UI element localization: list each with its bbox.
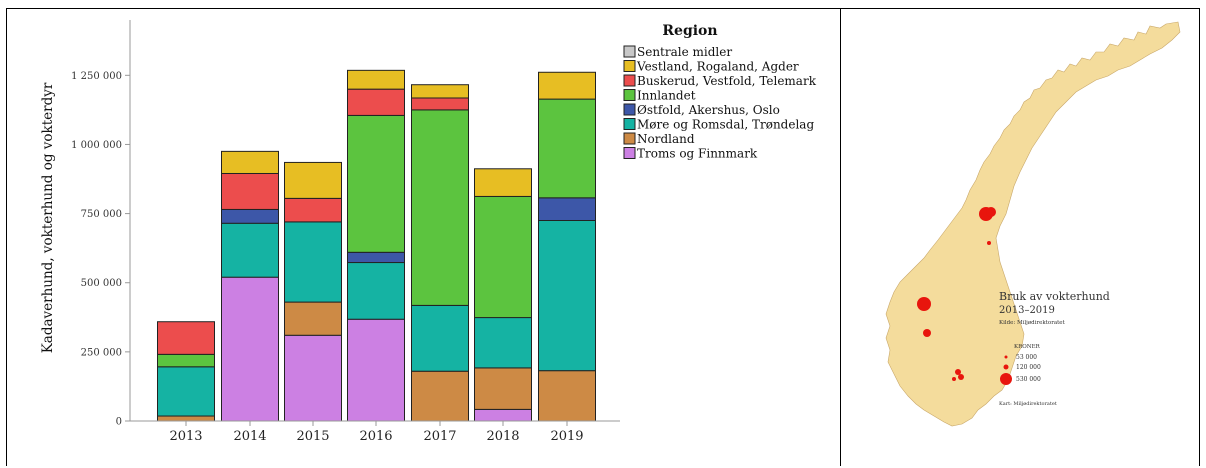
bar-segment: [538, 98, 596, 199]
legend-label: Buskerud, Vestfold, Telemark: [637, 74, 817, 88]
bar-segment: [157, 415, 215, 422]
x-tick-label: 2019: [550, 429, 583, 444]
legend-label: Møre og Romsdal, Trøndelag: [637, 118, 814, 132]
map-legend-dot-small: [1004, 355, 1008, 359]
x-tick-label: 2015: [296, 429, 329, 444]
legend-label: Vestland, Rogaland, Agder: [636, 60, 799, 74]
map-footer: Kart: Miljødirektoratet: [999, 401, 1057, 407]
map-legend-label-medium: 120 000: [1016, 364, 1041, 371]
legend-swatch: [623, 45, 636, 58]
map-dot-large-west: [917, 297, 931, 311]
bar-segment: [474, 168, 532, 197]
bar-segment: [474, 408, 532, 422]
bar-segment: [284, 301, 342, 336]
norway-map: Bruk av vokterhund 2013–2019 Kilde: Milj…: [885, 21, 1181, 427]
bar-segment: [157, 366, 215, 417]
map-dot-north-3: [987, 241, 991, 245]
y-tick-label: 500 000: [81, 278, 122, 289]
map-legend-label-large: 530 000: [1016, 376, 1041, 383]
map-legend-dot-large: [1000, 373, 1012, 385]
bar-segment: [347, 114, 405, 253]
bar-segment: [157, 353, 215, 368]
y-tick-label: 1 250 000: [71, 71, 122, 82]
legend-swatch: [623, 132, 636, 145]
map-dot-medium-west: [923, 329, 931, 337]
y-tick-label: 250 000: [81, 347, 122, 358]
bar-segment: [284, 221, 342, 303]
bar-segment: [538, 71, 596, 100]
bar-segment: [411, 304, 469, 372]
y-tick-label: 0: [116, 417, 122, 428]
map-legend-label-small: 53 000: [1016, 354, 1037, 361]
bar-segment: [284, 161, 342, 199]
bar-segment: [347, 251, 405, 264]
bar-segment: [411, 97, 469, 111]
figure-frame: [6, 8, 1200, 466]
legend-swatch: [623, 147, 636, 159]
bar-segment: [411, 109, 469, 306]
legend-swatch: [623, 74, 636, 87]
legend-swatch: [623, 118, 636, 130]
bar-segment: [411, 84, 469, 99]
y-axis-label: Kadaverhund, vokterhund og vokterdyr: [40, 82, 56, 353]
map-title-line1: Bruk av vokterhund: [999, 290, 1110, 303]
bar-segment: [221, 150, 279, 174]
bar-segment: [347, 318, 405, 422]
map-title-line2: 2013–2019: [999, 305, 1055, 316]
bar-segment: [157, 321, 215, 355]
bar-segment: [474, 317, 532, 369]
bar-segment: [347, 262, 405, 320]
bar-segment: [221, 276, 279, 422]
legend-label: Troms og Finnmark: [637, 147, 758, 161]
bar-segment: [474, 195, 532, 319]
map-dot-south-3: [952, 377, 956, 381]
legend-label: Østfold, Akershus, Oslo: [637, 103, 780, 117]
bar-segment: [221, 172, 279, 210]
legend-swatch: [623, 103, 636, 116]
bar-segment: [221, 208, 279, 224]
axis-layer: 0 250 000 500 000 750 000 1 000 000 1 250 000…: [71, 20, 620, 444]
bar-segment: [411, 370, 469, 422]
y-tick-label: 1 000 000: [71, 140, 122, 151]
bar-segment: [221, 222, 279, 278]
map-legend-dot-medium: [1003, 364, 1009, 370]
map-dot-south-1: [955, 369, 961, 375]
bars-layer: [157, 69, 596, 422]
bar-segment: [347, 88, 405, 116]
panel-divider: [840, 8, 841, 466]
x-tick-label: 2016: [359, 429, 392, 444]
bar-segment: [538, 220, 596, 372]
legend-title: Region: [662, 23, 717, 39]
map-dot-north-2: [986, 207, 996, 217]
y-tick-label: 750 000: [81, 209, 122, 220]
bar-segment: [347, 69, 405, 90]
norway-landmass: [885, 21, 1181, 427]
legend-swatch: [623, 89, 636, 101]
x-tick-label: 2014: [233, 429, 266, 444]
legend-label: Nordland: [637, 132, 695, 146]
bar-segment: [284, 334, 342, 422]
map-source: Kilde: Miljødirektoratet: [999, 320, 1066, 326]
bar-segment: [538, 370, 596, 422]
x-tick-label: 2017: [423, 429, 456, 444]
bar-segment: [538, 197, 596, 221]
bar-segment: [284, 197, 342, 223]
legend-label: Innlandet: [637, 89, 696, 103]
bar-segment: [474, 367, 532, 410]
x-tick-label: 2013: [169, 429, 202, 444]
legend-label: Sentrale midler: [637, 45, 732, 59]
x-tick-label: 2018: [486, 429, 519, 444]
legend-swatch: [623, 60, 636, 72]
map-legend-heading: KRONER: [1014, 344, 1041, 350]
map-dot-south-2: [958, 374, 964, 380]
